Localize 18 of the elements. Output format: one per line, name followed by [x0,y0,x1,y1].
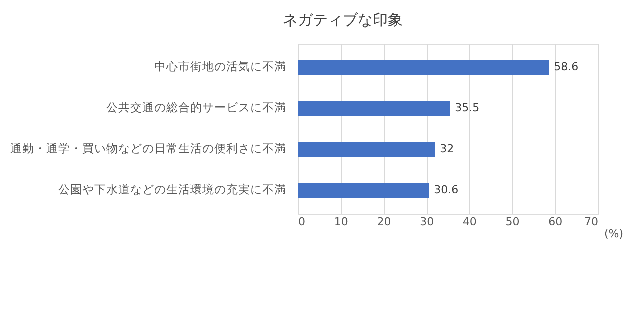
data-label: 30.6 [434,183,459,196]
chart-title: ネガティブな印象 [283,11,403,29]
x-tick-label: 30 [420,216,434,228]
data-label: 32 [440,142,454,156]
x-tick-label: 0 [298,216,306,228]
x-tick-label: 50 [506,216,520,228]
data-label: 58.6 [554,60,579,74]
x-tick-label: 40 [462,216,477,228]
y-tick-label: 公共交通の総合的サービスに不満 [106,100,286,115]
y-tick-label: 中心市街地の活気に不満 [154,60,286,74]
x-tick-label: 70 [584,216,598,228]
x-tick-label: 20 [377,216,392,228]
y-tick-label: 公園や下水道などの生活環境の充実に不満 [58,182,286,196]
y-tick-label: 通勤・通学・買い物などの日常生活の便利さに不満 [10,141,286,156]
x-axis-title: (%) [604,228,624,240]
data-label: 35.5 [455,102,480,115]
x-tick-label: 10 [334,216,348,228]
x-tick-label: 60 [548,216,563,228]
